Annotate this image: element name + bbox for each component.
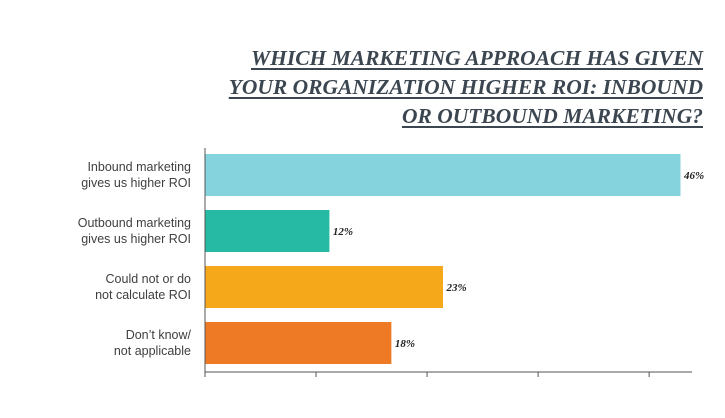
bar-3: [205, 266, 443, 308]
chart-bars: [205, 154, 681, 364]
value-label-1: 46%: [683, 170, 704, 182]
chart-axes: [204, 148, 692, 377]
category-label-3: Could not or do not calculate ROI: [95, 272, 191, 302]
category-label-line: not calculate ROI: [95, 288, 191, 302]
chart-title: WHICH MARKETING APPROACH HAS GIVEN YOUR …: [143, 44, 703, 131]
category-label-line: not applicable: [114, 344, 191, 358]
category-label-line: Inbound marketing: [87, 160, 191, 174]
category-label-line: Don’t know/: [126, 328, 192, 342]
category-label-line: Outbound marketing: [78, 216, 191, 230]
bar-4: [205, 322, 392, 364]
bar-2: [205, 210, 330, 252]
bar-1: [205, 154, 681, 196]
value-label-2: 12%: [333, 226, 353, 238]
title-line-1: WHICH MARKETING APPROACH HAS GIVEN: [250, 46, 703, 70]
title-line-3: OR OUTBOUND MARKETING?: [401, 104, 703, 128]
value-label-3: 23%: [446, 282, 467, 294]
chart-labels: 46% Inbound marketing gives us higher ROI 1…: [78, 160, 704, 358]
category-label-line: Could not or do: [106, 272, 192, 286]
category-label-4: Don’t know/not applicable: [114, 328, 192, 358]
value-label-4: 18%: [395, 338, 415, 350]
category-label-line: gives us higher ROI: [81, 176, 191, 190]
category-label-2: Outbound marketing gives us higher ROI: [78, 216, 191, 246]
title-line-2: YOUR ORGANIZATION HIGHER ROI: INBOUND: [228, 75, 703, 99]
category-label-line: gives us higher ROI: [81, 232, 191, 246]
category-label-1: Inbound marketing gives us higher ROI: [81, 160, 191, 190]
